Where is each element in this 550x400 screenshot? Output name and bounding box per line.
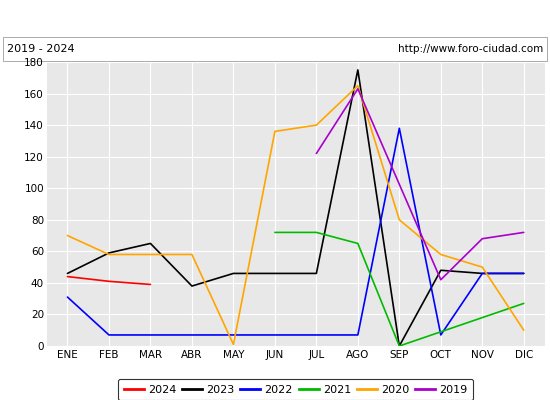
Legend: 2024, 2023, 2022, 2021, 2020, 2019: 2024, 2023, 2022, 2021, 2020, 2019 [118,379,474,400]
Text: 2019 - 2024: 2019 - 2024 [7,44,74,54]
FancyBboxPatch shape [3,37,547,61]
Text: Evolucion Nº Turistas Nacionales en el municipio de Macharaviaya: Evolucion Nº Turistas Nacionales en el m… [67,12,483,24]
Text: http://www.foro-ciudad.com: http://www.foro-ciudad.com [398,44,543,54]
